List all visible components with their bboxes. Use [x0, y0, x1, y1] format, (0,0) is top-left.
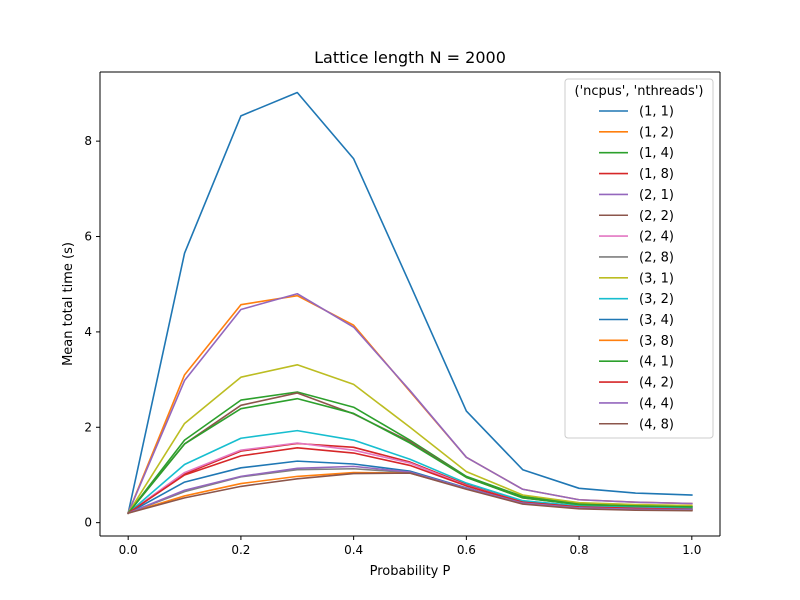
legend-label: (2, 4)	[639, 230, 674, 245]
legend-entry: (3, 8)	[599, 334, 674, 349]
x-tick-label: 1.0	[682, 543, 701, 557]
legend-entry: (1, 8)	[599, 167, 674, 182]
legend-label: (3, 4)	[639, 313, 674, 328]
legend-entry: (4, 1)	[599, 355, 674, 370]
x-tick-label: 0.2	[231, 543, 250, 557]
legend-entry: (4, 8)	[599, 417, 674, 432]
series-line-15	[127, 472, 693, 515]
axes-frame	[99, 71, 721, 537]
x-tick-label: 0.6	[457, 543, 476, 557]
series-line-4	[127, 292, 693, 515]
legend-label: (2, 2)	[639, 209, 674, 224]
legend-label: (1, 2)	[639, 125, 674, 140]
legend-label: (3, 2)	[639, 292, 674, 307]
y-tick-label: 8	[84, 134, 92, 148]
legend-entry: (2, 8)	[599, 250, 674, 265]
y-tick-label: 2	[84, 420, 92, 434]
legend-label: (4, 4)	[639, 396, 674, 411]
x-tick-label: 0.8	[570, 543, 589, 557]
legend-entry: (4, 2)	[599, 376, 674, 391]
legend-entry: (1, 2)	[599, 125, 674, 140]
x-tick-label: 0.4	[344, 543, 363, 557]
legend-label: (1, 8)	[639, 167, 674, 182]
legend-entry: (1, 1)	[599, 105, 674, 120]
series-line-0	[127, 91, 693, 515]
legend-entry: (2, 2)	[599, 209, 674, 224]
legend-entry: (1, 4)	[599, 146, 674, 161]
series-line-8	[127, 363, 693, 515]
legend-entry: (3, 1)	[599, 271, 674, 286]
series-line-13	[127, 446, 693, 515]
y-tick-label: 6	[84, 230, 92, 244]
legend-entry: (4, 4)	[599, 396, 674, 411]
legend-label: (4, 1)	[639, 355, 674, 370]
legend: ('ncpus', 'nthreads') (1, 1) (1, 2) (1, 4)…	[564, 78, 714, 439]
y-axis-ticks: 0 2 4 6 8	[84, 134, 100, 530]
legend-entry: (2, 1)	[599, 188, 674, 203]
legend-label: (2, 1)	[639, 188, 674, 203]
legend-title: ('ncpus', 'nthreads')	[575, 84, 704, 99]
legend-label: (2, 8)	[639, 250, 674, 265]
x-axis-ticks: 0.0 0.2 0.4 0.6 0.8 1.0	[119, 536, 701, 557]
y-axis-label: Mean total time (s)	[61, 242, 76, 366]
series-line-9	[127, 429, 693, 515]
legend-label: (3, 1)	[639, 271, 674, 286]
legend-entry: (3, 2)	[599, 292, 674, 307]
y-tick-label: 4	[84, 325, 92, 339]
legend-entry: (3, 4)	[599, 313, 674, 328]
legend-label: (3, 8)	[639, 334, 674, 349]
legend-label: (1, 4)	[639, 146, 674, 161]
legend-frame	[564, 78, 714, 439]
x-axis-label: Probability P	[370, 564, 451, 579]
series-line-14	[127, 465, 693, 515]
y-tick-label: 0	[84, 516, 92, 530]
legend-label: (1, 1)	[639, 105, 674, 120]
legend-label: (4, 2)	[639, 376, 674, 391]
series-line-12	[127, 397, 693, 515]
series-layer	[127, 91, 693, 515]
legend-entry: (2, 4)	[599, 230, 674, 245]
legend-label: (4, 8)	[639, 417, 674, 432]
chart-title: Lattice length N = 2000	[314, 48, 506, 67]
x-tick-label: 0.0	[119, 543, 138, 557]
legend-entries: (1, 1) (1, 2) (1, 4) (1, 8) (2, 1) (2, 2) (2, …	[599, 105, 674, 432]
